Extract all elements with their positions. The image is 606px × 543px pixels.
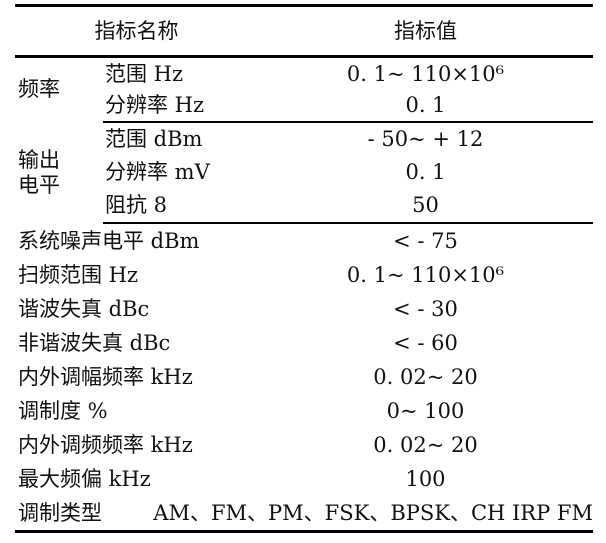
spec-name: 内外调频频率 kHz <box>18 432 193 457</box>
group-label-text: 输出电平 <box>18 148 60 197</box>
spec-value: < - 75 <box>393 228 458 253</box>
spec-name: 内外调幅频率 kHz <box>18 364 193 389</box>
group-label-text: 频率 <box>18 77 60 102</box>
spec-name: 分辨率 Hz <box>105 93 205 118</box>
spec-name: 范围 Hz <box>105 61 184 86</box>
spec-name: 范围 dBm <box>105 127 203 152</box>
spec-value: < - 30 <box>393 296 458 321</box>
table-header-row: 指标名称 指标值 <box>15 7 593 55</box>
group-frequency-rows: 范围 Hz 0. 1~ 110×10⁶ 分辨率 Hz 0. 1 <box>103 58 593 121</box>
spec-value: < - 60 <box>393 330 458 355</box>
spec-table: 指标名称 指标值 频率 范围 Hz 0. 1~ 110×10⁶ 分辨率 Hz 0… <box>15 4 593 533</box>
group-divider-rule <box>103 121 593 123</box>
table-row: 调制类型 AM、FM、PM、FSK、BPSK、CH IRP FM <box>15 496 593 530</box>
table-row: 范围 Hz 0. 1~ 110×10⁶ <box>103 58 593 90</box>
spec-value: 0. 1~ 110×10⁶ <box>346 262 505 287</box>
bottom-rule <box>15 530 593 533</box>
spec-value: 100 <box>405 466 446 491</box>
top-rule <box>15 4 593 7</box>
group-label-output-level: 输出电平 <box>15 123 103 222</box>
spec-value: 0. 1 <box>405 160 446 185</box>
spec-name: 最大频偏 kHz <box>18 466 151 491</box>
spec-value: 50 <box>412 193 439 218</box>
header-rule <box>15 55 593 58</box>
table-row: 扫频范围 Hz 0. 1~ 110×10⁶ <box>15 258 593 292</box>
table-row: 范围 dBm - 50~ + 12 <box>103 123 593 156</box>
spec-name: 调制类型 <box>18 500 102 525</box>
header-indicator-value: 指标值 <box>394 18 457 43</box>
group-divider-rule <box>103 222 593 224</box>
spec-value: 0. 1~ 110×10⁶ <box>346 61 505 86</box>
group-output-level-rows: 范围 dBm - 50~ + 12 分辨率 mV 0. 1 阻抗 8 50 <box>103 123 593 222</box>
table-row: 分辨率 Hz 0. 1 <box>103 90 593 122</box>
spec-name: 系统噪声电平 dBm <box>18 228 200 253</box>
spec-name: 分辨率 mV <box>105 160 210 185</box>
group-output-level: 输出电平 范围 dBm - 50~ + 12 分辨率 mV 0. 1 阻抗 8 … <box>15 123 593 222</box>
table-row: 系统噪声电平 dBm < - 75 <box>15 224 593 258</box>
spec-value: 0. 02~ 20 <box>373 432 478 457</box>
spec-value: - 50~ + 12 <box>367 127 484 152</box>
spec-name: 扫频范围 Hz <box>18 262 139 287</box>
spec-value: 0. 1 <box>405 93 446 118</box>
spec-name: 调制度 % <box>18 398 108 423</box>
spec-value: 0. 02~ 20 <box>373 364 478 389</box>
spec-name: 阻抗 8 <box>105 193 168 218</box>
table-row: 内外调幅频率 kHz 0. 02~ 20 <box>15 360 593 394</box>
spec-name: 非谐波失真 dBc <box>18 330 171 355</box>
table-row: 非谐波失真 dBc < - 60 <box>15 326 593 360</box>
table-row: 谐波失真 dBc < - 30 <box>15 292 593 326</box>
table-row: 分辨率 mV 0. 1 <box>103 156 593 189</box>
spec-name: 谐波失真 dBc <box>18 296 150 321</box>
group-label-frequency: 频率 <box>15 58 103 121</box>
group-frequency: 频率 范围 Hz 0. 1~ 110×10⁶ 分辨率 Hz 0. 1 <box>15 58 593 121</box>
header-indicator-name: 指标名称 <box>94 18 179 43</box>
table-row: 内外调频频率 kHz 0. 02~ 20 <box>15 428 593 462</box>
spec-value: 0~ 100 <box>386 398 465 423</box>
table-row: 阻抗 8 50 <box>103 189 593 222</box>
table-row: 调制度 % 0~ 100 <box>15 394 593 428</box>
spec-value: AM、FM、PM、FSK、BPSK、CH IRP FM <box>153 500 593 525</box>
table-row: 最大频偏 kHz 100 <box>15 462 593 496</box>
